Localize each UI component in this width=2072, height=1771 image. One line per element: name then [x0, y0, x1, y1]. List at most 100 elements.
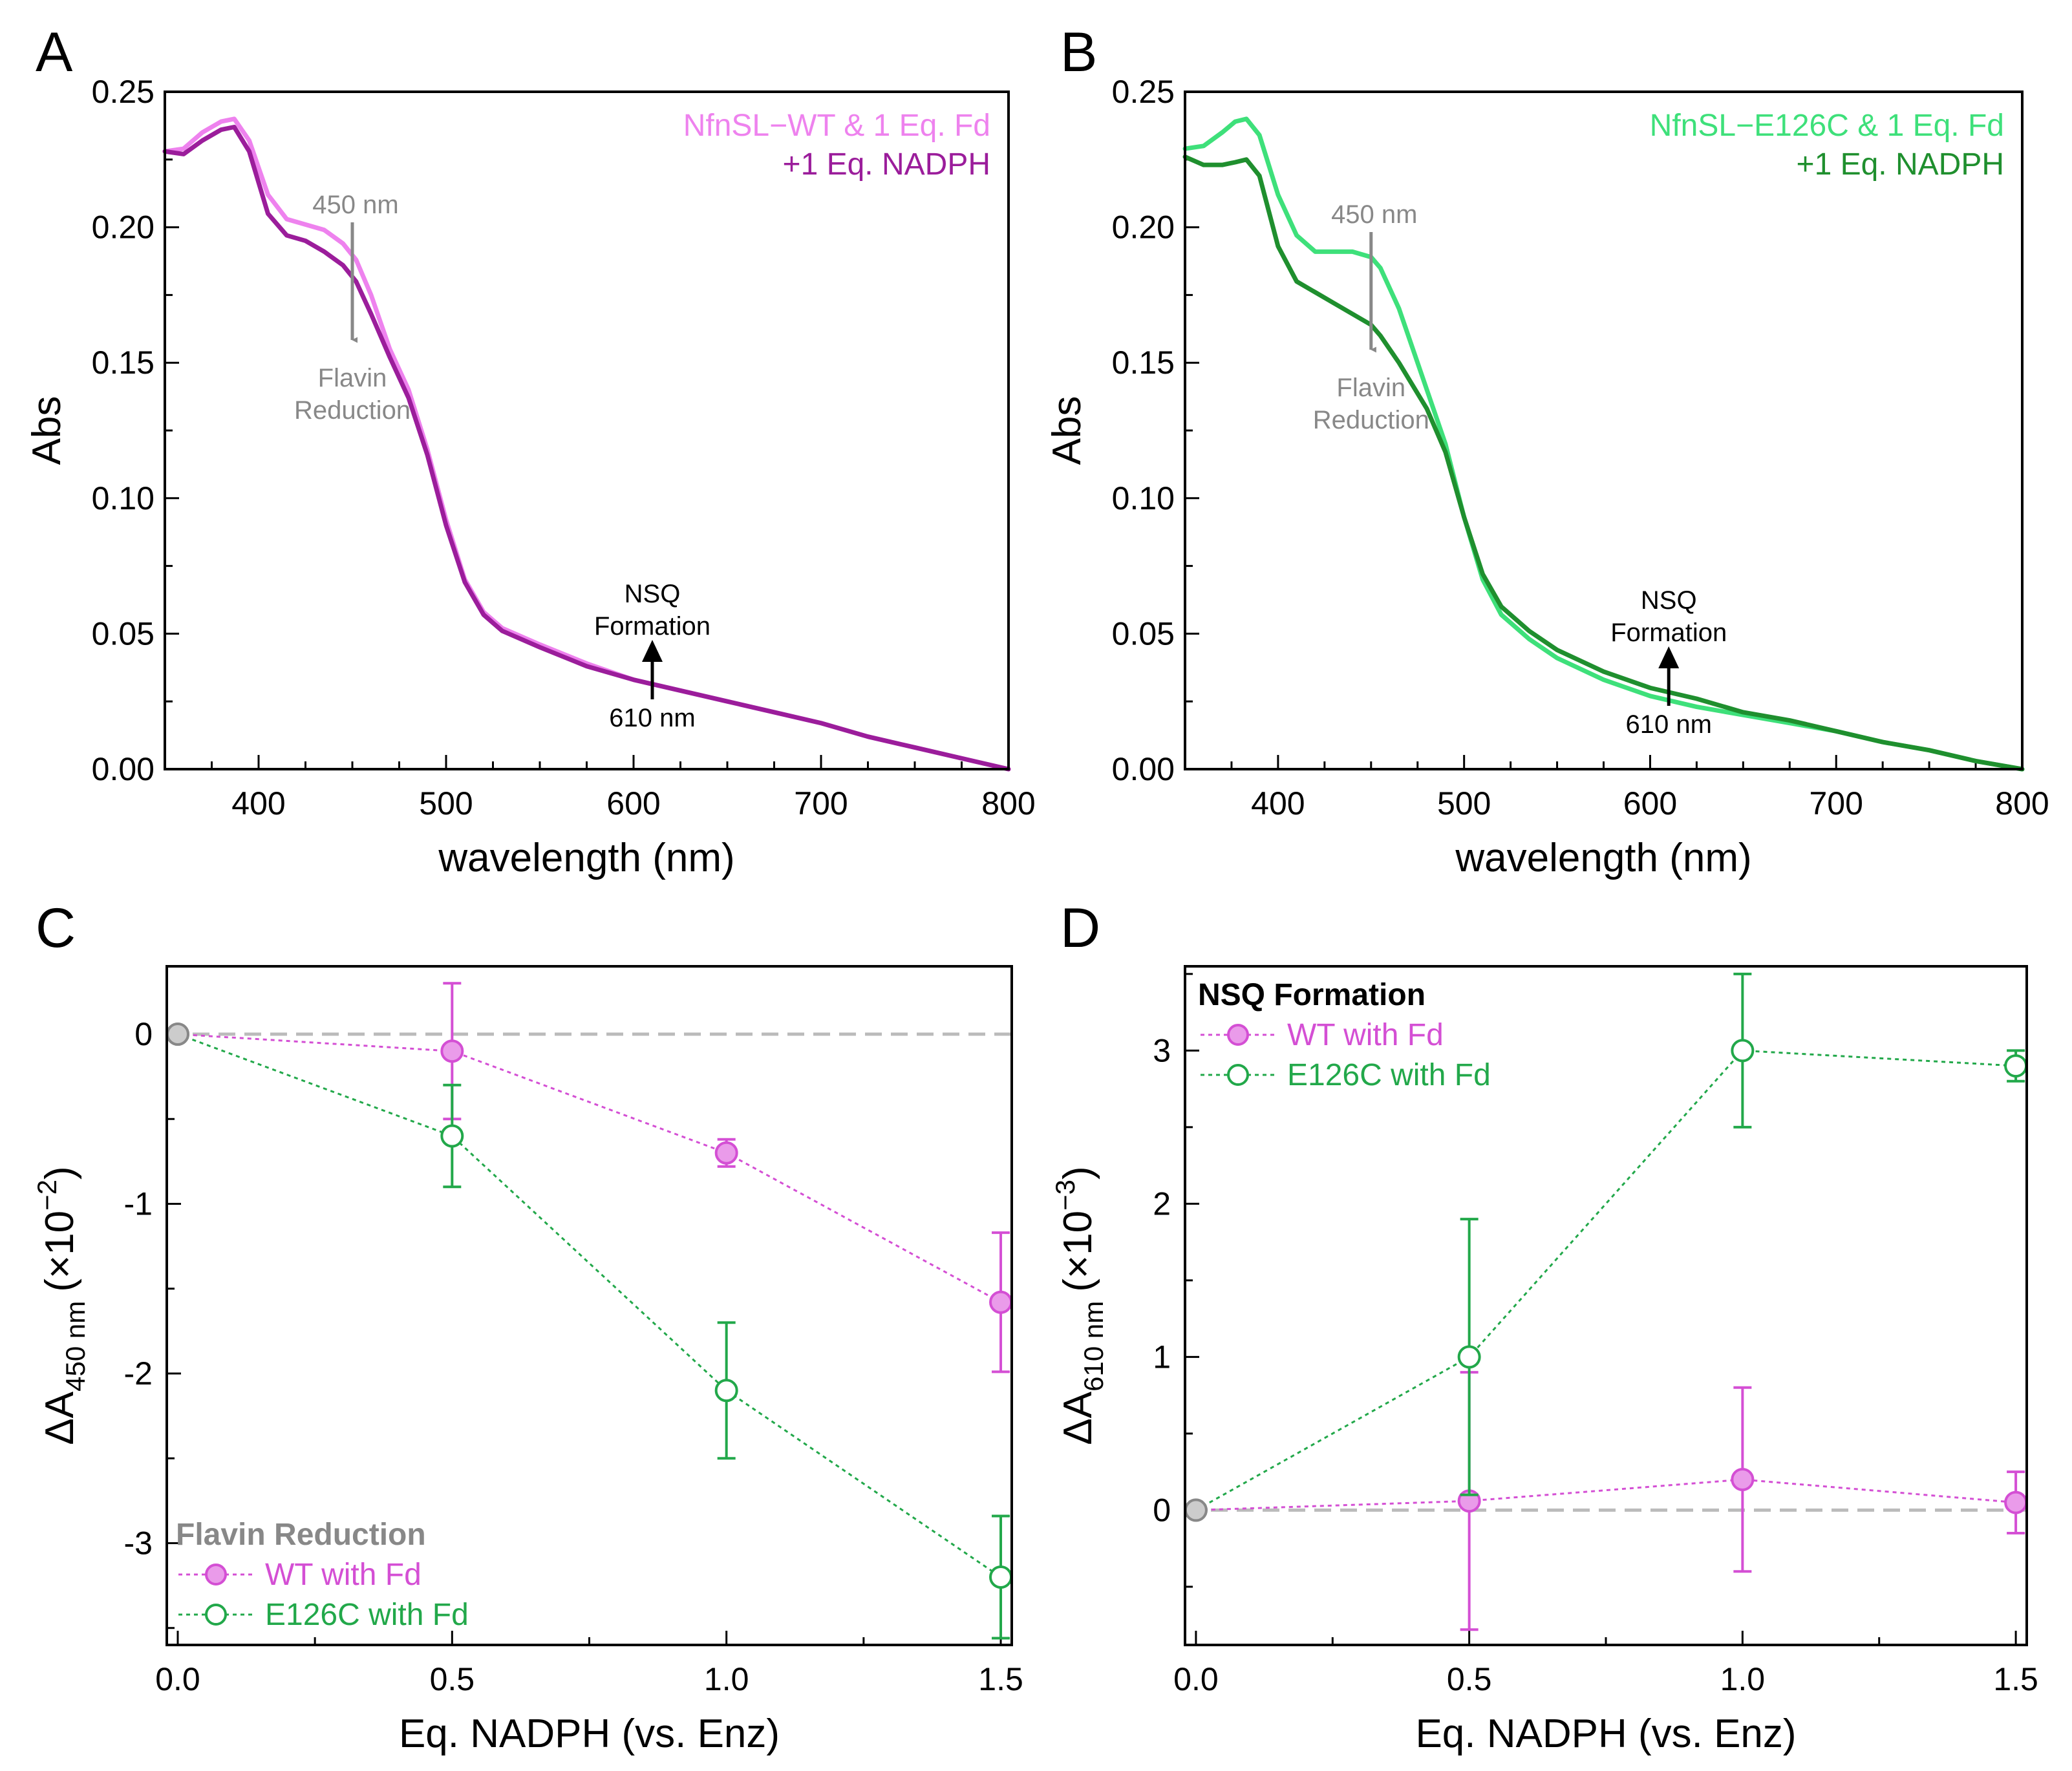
- data-point: [1731, 1468, 1755, 1492]
- y-tick-label: -1: [124, 1186, 153, 1222]
- plot-frame: [1184, 90, 2024, 770]
- data-point: [2004, 1490, 2028, 1514]
- y-axis-title: ΔA450 nm (×10−2): [32, 1166, 91, 1445]
- annotation-reduction: Reduction: [1313, 406, 1429, 434]
- x-tick-label: 400: [231, 785, 285, 822]
- series-line-0: [1182, 116, 2025, 772]
- x-tick-label: 800: [981, 785, 1035, 822]
- legend-swatch-marker: [1227, 1064, 1249, 1086]
- data-point: [440, 1124, 464, 1148]
- nsq-arrow-head: [642, 640, 663, 662]
- x-tick-label: 1.5: [978, 1661, 1023, 1697]
- y-tick-label: 0.15: [92, 345, 155, 381]
- x-tick-label: 0.0: [155, 1661, 200, 1697]
- legend-entry: NfnSL−WT & 1 Eq. Fd: [683, 109, 990, 143]
- x-tick-label: 600: [606, 785, 660, 822]
- x-tick-label: 1.0: [704, 1661, 749, 1697]
- annotation-formation: Formation: [594, 612, 710, 641]
- y-axis-title-exponent: −3: [1050, 1180, 1080, 1211]
- x-tick-label: 0.5: [1447, 1661, 1492, 1697]
- series-line-1: [162, 124, 1011, 772]
- data-point: [714, 1379, 738, 1403]
- data-point: [989, 1565, 1013, 1589]
- annotation-flavin: Flavin: [1336, 374, 1405, 402]
- y-axis-title-main: ΔA: [37, 1391, 82, 1445]
- y-tick-label: 0.25: [92, 74, 155, 110]
- x-tick-label: 0.5: [430, 1661, 475, 1697]
- y-tick-label: 1: [1153, 1339, 1171, 1375]
- panel-b: B 400 500 600 700 800 0.00 0.05 0.10 0.15 0.20 0.25…: [1045, 21, 2049, 880]
- annotation-formation: Formation: [1610, 619, 1727, 647]
- y-axis-title-unit: (×10: [1056, 1211, 1100, 1292]
- x-tick-label: 1.0: [1720, 1661, 1766, 1697]
- legend-entry: WT with Fd: [1287, 1018, 1444, 1052]
- annotation-610nm: 610 nm: [609, 704, 695, 732]
- plot-frame: [166, 965, 1013, 1646]
- y-tick-label: 2: [1153, 1185, 1171, 1222]
- panel-c: C 0.0 0.5 1.0 1.5 0 -1 -2 -3 Eq. NADPH (vs. Enz) Δ…: [32, 897, 1023, 1756]
- data-point: [1457, 1345, 1481, 1369]
- legend-swatch-marker: [205, 1564, 227, 1585]
- x-axis-title: Eq. NADPH (vs. Enz): [399, 1712, 780, 1756]
- annotation-450nm: 450 nm: [1331, 200, 1417, 229]
- x-tick-label: 500: [419, 785, 473, 822]
- series-line-0: [162, 116, 1011, 772]
- annotation-flavin: Flavin: [318, 364, 387, 392]
- legend-entry: WT with Fd: [265, 1558, 422, 1592]
- panel-letter: B: [1060, 21, 1097, 83]
- x-tick-label: 700: [794, 785, 848, 822]
- y-tick-label: -3: [124, 1525, 153, 1562]
- x-tick-label: 700: [1810, 785, 1863, 822]
- annotation-nsq: NSQ: [1641, 586, 1697, 615]
- data-point: [440, 1039, 464, 1063]
- series-line-1: [1182, 154, 2025, 772]
- y-axis-title: Abs: [1045, 396, 1089, 465]
- data-point: [2004, 1054, 2028, 1078]
- panel-d: D 0.0 0.5 1.0 1.5 0 1 2 3 Eq. NADPH (vs. Enz) ΔA61…: [1050, 897, 2038, 1756]
- panel-letter: A: [36, 21, 73, 83]
- annotation-reduction: Reduction: [294, 396, 411, 425]
- nsq-arrow-head: [1658, 646, 1680, 668]
- legend-entry: +1 Eq. NADPH: [1797, 147, 2004, 182]
- legend-title: Flavin Reduction: [176, 1518, 426, 1552]
- y-axis-title-exponent: −2: [32, 1180, 62, 1211]
- y-tick-label: 0.20: [1112, 209, 1175, 246]
- y-axis-title-main: ΔA: [1056, 1391, 1100, 1445]
- x-tick-label: 500: [1437, 785, 1491, 822]
- y-tick-label: 3: [1153, 1032, 1171, 1068]
- annotation-450nm: 450 nm: [312, 191, 398, 219]
- data-point: [166, 1023, 189, 1046]
- y-tick-label: 0: [134, 1016, 153, 1052]
- panel-letter: C: [36, 897, 76, 959]
- y-tick-label: 0.25: [1112, 74, 1175, 110]
- plot-frame: [1184, 965, 2028, 1646]
- annotation-610nm: 610 nm: [1626, 710, 1712, 739]
- annotation-nsq: NSQ: [625, 580, 681, 608]
- plot-frame: [164, 90, 1010, 770]
- data-point: [714, 1141, 738, 1165]
- y-axis-title-close: ): [37, 1166, 82, 1180]
- panel-letter: D: [1060, 897, 1100, 959]
- y-tick-label: 0.00: [92, 751, 155, 787]
- panel-a: A 400 500 600 700 800 0.00 0.05 0.10 0.15 0.20 0.25…: [25, 21, 1036, 880]
- series-line-1: [177, 1033, 1001, 1578]
- y-tick-label: 0.20: [92, 209, 155, 246]
- y-tick-label: 0.05: [92, 615, 155, 652]
- x-axis-title: wavelength (nm): [438, 836, 734, 880]
- y-tick-label: 0: [1153, 1492, 1171, 1528]
- data-point: [1184, 1498, 1208, 1522]
- y-axis-title-subscript: 450 nm: [60, 1301, 91, 1392]
- legend-title: NSQ Formation: [1198, 978, 1426, 1012]
- legend-swatch-marker: [205, 1604, 227, 1626]
- y-tick-label: 0.10: [1112, 480, 1175, 516]
- x-tick-label: 400: [1251, 785, 1305, 822]
- series-line-0: [1195, 1478, 2016, 1511]
- legend-entry: NfnSL−E126C & 1 Eq. Fd: [1650, 109, 2004, 143]
- legend-entry: E126C with Fd: [1287, 1058, 1491, 1092]
- y-tick-label: 0.00: [1112, 751, 1175, 787]
- y-axis-title-unit: (×10: [37, 1211, 82, 1292]
- data-point: [989, 1290, 1013, 1314]
- x-tick-label: 1.5: [1993, 1661, 2038, 1697]
- x-tick-label: 800: [1995, 785, 2049, 822]
